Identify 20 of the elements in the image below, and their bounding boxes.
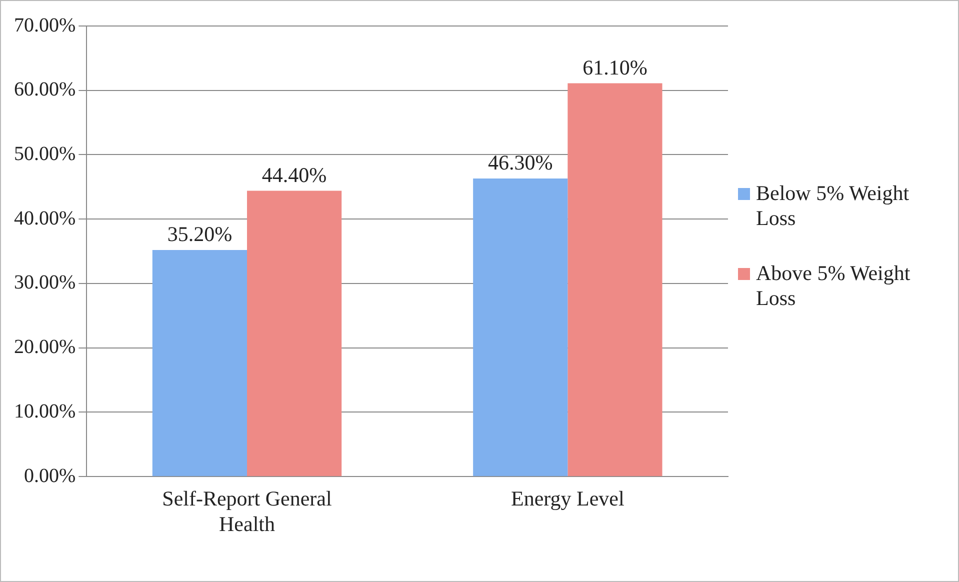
y-tick-label: 60.00%	[14, 78, 76, 101]
legend-label: Below 5% Weight Loss	[756, 181, 910, 232]
data-label: 46.30%	[488, 150, 553, 175]
bar	[246, 190, 342, 476]
y-tick-label: 50.00%	[14, 142, 76, 165]
bar	[568, 83, 662, 476]
x-tick-label: Self-Report General Health	[162, 486, 332, 536]
y-tick-label: 70.00%	[14, 14, 76, 36]
y-tick-label: 10.00%	[14, 400, 76, 422]
data-label: 61.10%	[582, 55, 648, 80]
x-tick-label: Energy Level	[511, 486, 624, 511]
data-label: 44.40%	[262, 162, 327, 187]
y-tick-label: 30.00%	[14, 272, 76, 294]
bar	[473, 178, 568, 476]
legend-label: Above 5% Weight Loss	[756, 261, 912, 312]
y-tick-label: 20.00%	[14, 336, 76, 358]
y-tick-label: 40.00%	[14, 207, 76, 230]
y-tick-label: 0.00%	[24, 464, 76, 487]
data-label: 35.20%	[167, 222, 232, 246]
bar	[152, 250, 247, 476]
